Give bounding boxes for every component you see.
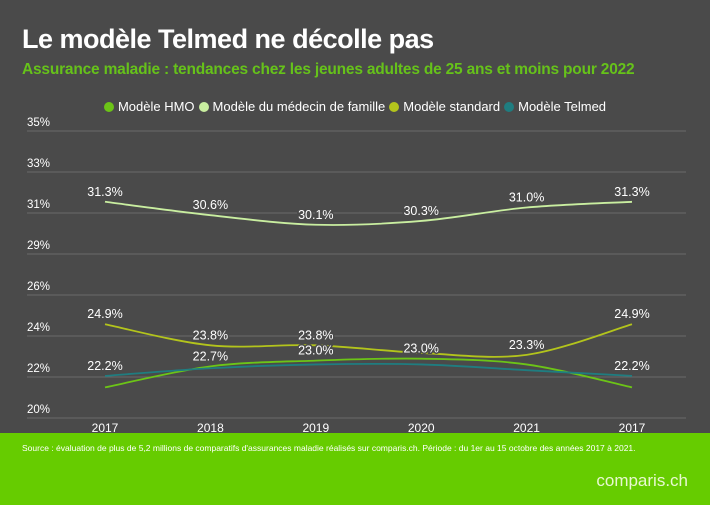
legend-dot-icon [389, 101, 400, 112]
x-tick-label: 2017 [619, 421, 646, 433]
data-label: 22.7% [193, 349, 228, 363]
x-tick-label: 2019 [302, 421, 329, 433]
legend-item[interactable]: Modèle du médecin de famille [198, 99, 386, 114]
y-tick-label: 33% [27, 158, 50, 170]
y-tick-label: 20% [27, 404, 50, 416]
data-label: 23.0% [298, 344, 333, 358]
data-label: 31.3% [87, 185, 122, 199]
data-label: 22.2% [87, 359, 122, 373]
data-label: 22.2% [614, 359, 649, 373]
y-tick-label: 22% [27, 363, 50, 375]
footer-bar [0, 433, 710, 505]
y-tick-label: 31% [27, 199, 50, 211]
data-label: 24.9% [614, 307, 649, 321]
x-tick-label: 2020 [408, 421, 435, 433]
data-label: 23.8% [193, 328, 228, 342]
data-label: 23.8% [298, 328, 333, 342]
legend: Modèle HMO Modèle du médecin de famille Mo… [0, 99, 710, 115]
series-line [104, 357, 633, 389]
line-chart: 20% 22% 24% 26% 29% 31% 33% 35% 2017 2018 2019 2020… [27, 117, 686, 433]
x-tick-label: 2017 [92, 421, 119, 433]
x-tick-label: 2018 [197, 421, 224, 433]
data-label: 23.0% [403, 342, 438, 356]
legend-label: Modèle HMO [117, 99, 195, 114]
series-line [104, 362, 633, 377]
chart-title: Le modèle Telmed ne décolle pas [22, 24, 434, 54]
legend-item[interactable]: Modèle standard [389, 99, 500, 114]
x-tick-label: 2021 [513, 421, 540, 433]
data-label: 30.1% [298, 208, 333, 222]
data-label: 30.3% [403, 204, 438, 218]
series-line [104, 200, 633, 226]
data-label: 23.3% [509, 338, 544, 352]
legend-dot-icon [504, 101, 515, 112]
source-note: Source : évaluation de plus de 5,2 milli… [22, 443, 636, 453]
legend-dot-icon [198, 101, 209, 112]
data-label: 24.9% [87, 307, 122, 321]
comparis-logo: comparis.ch [596, 471, 688, 490]
data-label: 30.6% [193, 198, 228, 212]
y-tick-label: 35% [27, 117, 50, 129]
legend-dot-icon [103, 101, 114, 112]
legend-label: Modèle standard [403, 99, 501, 114]
legend-label: Modèle Telmed [518, 99, 607, 114]
legend-item[interactable]: Modèle HMO [103, 99, 195, 114]
data-label: 31.3% [614, 185, 649, 199]
chart-subtitle: Assurance maladie : tendances chez les j… [22, 61, 635, 78]
y-tick-label: 26% [27, 281, 50, 293]
y-tick-label: 29% [27, 240, 50, 252]
series-line [104, 323, 633, 358]
y-tick-label: 24% [27, 322, 50, 334]
legend-label: Modèle du médecin de famille [212, 99, 386, 114]
legend-item[interactable]: Modèle Telmed [504, 99, 606, 114]
data-label: 31.0% [509, 191, 544, 205]
